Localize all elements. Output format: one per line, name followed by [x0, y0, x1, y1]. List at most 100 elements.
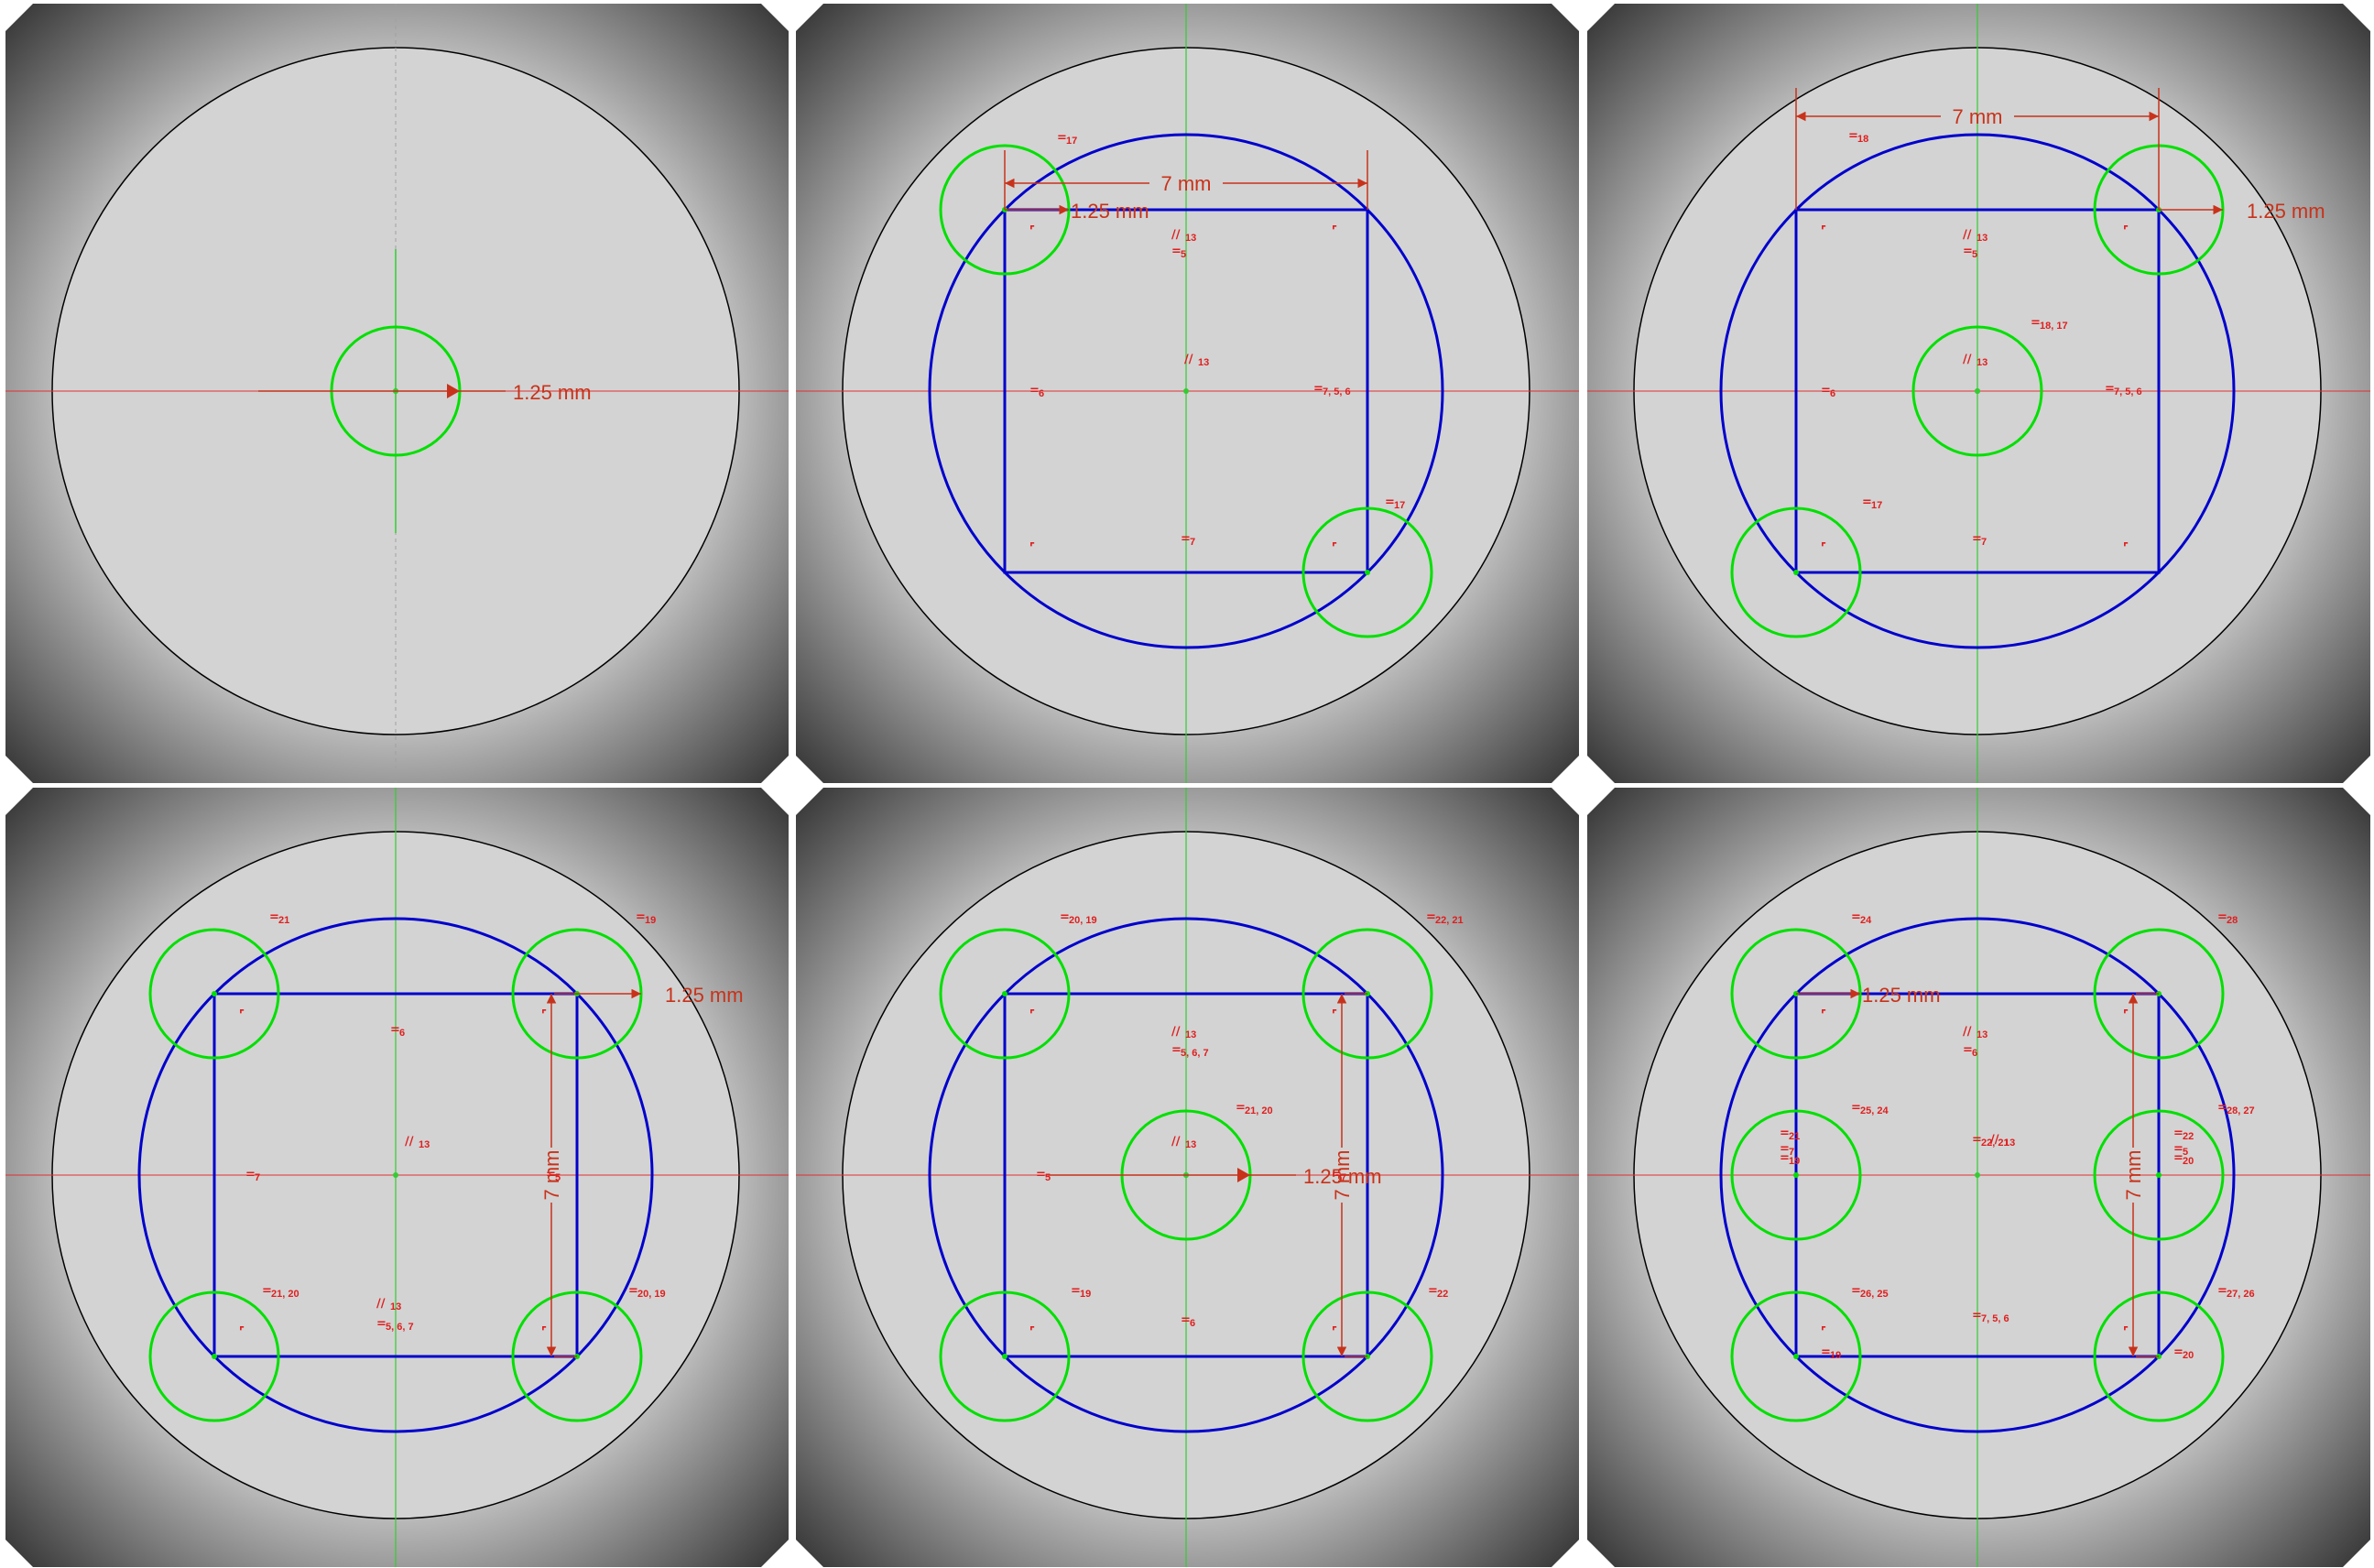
perpendicular-constraint-tag[interactable]: ⌜: [1029, 1008, 1035, 1022]
equal-constraint-tag[interactable]: = 21: [1780, 1127, 1800, 1142]
perpendicular-constraint-tag[interactable]: ⌜: [1029, 1325, 1035, 1339]
dimension-annotation[interactable]: 1.25 mm: [258, 381, 592, 404]
equal-constraint-tag[interactable]: = 19: [636, 910, 656, 926]
equal-constraint-tag[interactable]: = 7: [1181, 532, 1195, 548]
equal-constraint-tag[interactable]: = 18, 17: [2031, 316, 2068, 332]
equal-constraint-tag[interactable]: = 7: [1780, 1142, 1794, 1158]
equal-constraint-tag[interactable]: = 17: [1057, 131, 1077, 147]
equal-constraint-tag[interactable]: = 20, 19: [628, 1284, 666, 1300]
perpendicular-constraint-tag[interactable]: ⌜: [1821, 1008, 1826, 1022]
dimension-annotation[interactable]: 1.25 mm: [2159, 200, 2325, 223]
perpendicular-constraint-tag[interactable]: ⌜: [1332, 1008, 1337, 1022]
equal-constraint-tag[interactable]: = 28, 27: [2217, 1101, 2255, 1116]
equal-constraint-tag[interactable]: = 5, 6, 7: [1171, 1043, 1209, 1059]
equal-constraint-tag[interactable]: = 19: [1821, 1345, 1841, 1361]
equal-constraint-tag[interactable]: = 27, 26: [2217, 1284, 2255, 1300]
parallel-constraint-tag[interactable]: ∕∕ 13: [1963, 1025, 1987, 1040]
equal-constraint-tag[interactable]: = 17: [1862, 495, 1882, 511]
parallel-constraint-tag[interactable]: ∕∕ 13: [1990, 1133, 2015, 1149]
sketch-canvas[interactable]: 1.25 mm: [5, 4, 789, 783]
perpendicular-constraint-tag[interactable]: ⌜: [1029, 224, 1035, 238]
equal-constraint-tag[interactable]: = 20: [2173, 1151, 2194, 1167]
equal-constraint-tag[interactable]: = 6: [1821, 384, 1835, 399]
equal-constraint-tag[interactable]: = 19: [1780, 1151, 1800, 1167]
sketch-canvas[interactable]: 7 mm1.25 mm= 17∕∕ 13= 5∕∕ 13= 6 = 7, 5, 6= 17= 7⌜…: [796, 4, 1579, 783]
perpendicular-constraint-tag[interactable]: ⌜: [2123, 1008, 2129, 1022]
perpendicular-constraint-tag[interactable]: ⌜: [1332, 224, 1337, 238]
equal-constraint-tag[interactable]: = 6: [1963, 1043, 1977, 1059]
parallel-constraint-tag[interactable]: ∕∕ 13: [1171, 1135, 1196, 1150]
equal-constraint-tag[interactable]: = 17: [1385, 495, 1405, 511]
equal-constraint-tag[interactable]: = 22, 21: [1426, 910, 1464, 926]
equal-constraint-tag[interactable]: = 22: [2173, 1127, 2194, 1142]
equal-constraint-tag[interactable]: = 5: [1963, 245, 1977, 260]
equal-constraint-tag[interactable]: = 18: [1848, 129, 1868, 145]
equal-constraint-tag[interactable]: = 5: [2173, 1142, 2188, 1158]
equal-constraint-tag[interactable]: = 21: [269, 910, 289, 926]
equal-constraint-tag[interactable]: = 26, 25: [1851, 1284, 1889, 1300]
parallel-constraint-tag[interactable]: ∕∕ 13: [405, 1135, 430, 1150]
equal-constraint-tag[interactable]: = 7, 5, 6: [2105, 382, 2142, 397]
equal-constraint-tag[interactable]: = 22, 21: [1972, 1133, 2009, 1149]
sketch-canvas[interactable]: 7 mm1.25 mm = 20, 19 = 22, 21 ∕∕ 13 = 5, 6, 7 = 21…: [796, 788, 1579, 1567]
equal-constraint-tag[interactable]: = 5: [1171, 245, 1186, 260]
perpendicular-constraint-tag[interactable]: ⌜: [239, 1008, 245, 1022]
equal-constraint-tag[interactable]: = 20, 19: [1060, 910, 1097, 926]
equal-constraint-tag[interactable]: = 7, 5, 6: [1972, 1309, 2009, 1324]
parallel-constraint-tag[interactable]: ∕∕ 13: [1184, 353, 1209, 368]
parallel-constraint-tag[interactable]: ∕∕ 13: [1171, 228, 1196, 244]
equal-constraint-tag[interactable]: = 6: [390, 1023, 405, 1039]
perpendicular-constraint-tag[interactable]: ⌜: [2123, 224, 2129, 238]
equal-constraint-tag[interactable]: = 6: [1029, 384, 1044, 399]
perpendicular-constraint-tag[interactable]: ⌜: [1332, 1325, 1337, 1339]
sketch-panel-3[interactable]: 7 mm 1.25 mm = 18 ∕∕ 13 = 5 = 18, 17 ∕∕ 13 = 6 = 7, 5, …: [1587, 4, 2370, 783]
perpendicular-constraint-tag[interactable]: ⌜: [239, 1325, 245, 1339]
parallel-constraint-tag[interactable]: ∕∕ 13: [376, 1297, 401, 1312]
dimension-annotation[interactable]: 7 mm: [1795, 88, 2160, 210]
parallel-constraint-tag[interactable]: ∕∕ 13: [1963, 228, 1987, 244]
equal-constraint-tag[interactable]: = 7, 5, 6: [1313, 382, 1351, 397]
equal-constraint-tag[interactable]: = 19: [1071, 1284, 1091, 1300]
equal-constraint-tag[interactable]: = 5: [1036, 1168, 1051, 1183]
sketch-canvas[interactable]: 7 mm1.25 mm = 21 = 19 = 6 ∕∕ 13 = 7 = 5 = 21, 20 ∕∕ 13 = 5…: [5, 788, 789, 1567]
sketch-panel-1[interactable]: 1.25 mm: [5, 4, 789, 783]
perpendicular-constraint-tag[interactable]: ⌜: [1821, 224, 1826, 238]
sketch-canvas[interactable]: 7 mm1.25 mm= 18∕∕ 13= 5= 18, 17∕∕ 13= 6 = 7, 5, …: [1587, 4, 2370, 783]
perpendicular-constraint-tag[interactable]: ⌜: [1332, 541, 1337, 555]
sketch-panel-6[interactable]: 7 mm 1.25 mm = 24 = 28 ∕∕ 13 = 6 = 25, 24 = 28, 27 = 21…: [1587, 788, 2370, 1567]
sketch-panel-2[interactable]: 7 mm 1.25 mm = 17 ∕∕ 13 = 5 ∕∕ 13 = 6 = 7, 5, 6 = 17 = 7 ⌜…: [796, 4, 1579, 783]
perpendicular-constraint-tag[interactable]: ⌜: [1821, 1325, 1826, 1339]
equal-constraint-tag[interactable]: = 7: [245, 1168, 260, 1183]
dimension-annotation[interactable]: 1.25 mm: [1049, 1165, 1382, 1188]
equal-constraint-tag[interactable]: = 5, 6, 7: [376, 1317, 414, 1333]
sketch-canvas[interactable]: 7 mm 1.25 mm = 24 = 28 ∕∕ 13 = 6 = 25, 24 = 28, 27 = 21…: [1587, 788, 2370, 1567]
perpendicular-constraint-tag[interactable]: ⌜: [2123, 541, 2129, 555]
perpendicular-constraint-tag[interactable]: ⌜: [1821, 541, 1826, 555]
dimension-annotation[interactable]: 1.25 mm: [1796, 984, 1941, 1007]
equal-constraint-tag[interactable]: = 25, 24: [1851, 1101, 1889, 1116]
parallel-constraint-tag[interactable]: ∕∕ 13: [1171, 1025, 1196, 1040]
perpendicular-constraint-tag[interactable]: ⌜: [2123, 1325, 2129, 1339]
sketch-panel-4[interactable]: 7 mm 1.25 mm = 21 = 19 = 6 ∕∕ 13 = 7 = 5 = 21, 20 ∕∕ 13 = 5…: [5, 788, 789, 1567]
dimension-annotation[interactable]: 1.25 mm: [1005, 200, 1149, 223]
equal-constraint-tag[interactable]: = 28: [2217, 910, 2238, 926]
parallel-constraint-tag[interactable]: ∕∕ 13: [1963, 353, 1987, 368]
equal-constraint-tag[interactable]: = 22: [1428, 1284, 1448, 1300]
dimension-annotation[interactable]: 7 mm: [540, 993, 577, 1357]
equal-constraint-tag[interactable]: = 5: [546, 1168, 561, 1183]
equal-constraint-tag[interactable]: = 21, 20: [1236, 1101, 1273, 1116]
dimension-annotation[interactable]: 7 mm: [1331, 993, 1367, 1357]
equal-constraint-tag[interactable]: = 7: [1332, 1168, 1346, 1183]
perpendicular-constraint-tag[interactable]: ⌜: [541, 1008, 547, 1022]
equal-constraint-tag[interactable]: = 21, 20: [262, 1284, 299, 1300]
equal-constraint-tag[interactable]: = 20: [2173, 1345, 2194, 1361]
equal-constraint-tag[interactable]: = 7: [1972, 532, 1987, 548]
dimension-annotation[interactable]: 1.25 mm: [577, 984, 744, 1007]
dimension-annotation[interactable]: 7 mm: [2122, 993, 2159, 1357]
dimension-annotation[interactable]: 7 mm: [1004, 150, 1368, 210]
sketch-panel-5[interactable]: 7 mm 1.25 mm = 20, 19 = 22, 21 ∕∕ 13 = 5, 6, 7 = 21…: [796, 788, 1579, 1567]
perpendicular-constraint-tag[interactable]: ⌜: [541, 1325, 547, 1339]
perpendicular-constraint-tag[interactable]: ⌜: [1029, 541, 1035, 555]
equal-constraint-tag[interactable]: = 6: [1181, 1313, 1195, 1329]
equal-constraint-tag[interactable]: = 24: [1851, 910, 1872, 926]
